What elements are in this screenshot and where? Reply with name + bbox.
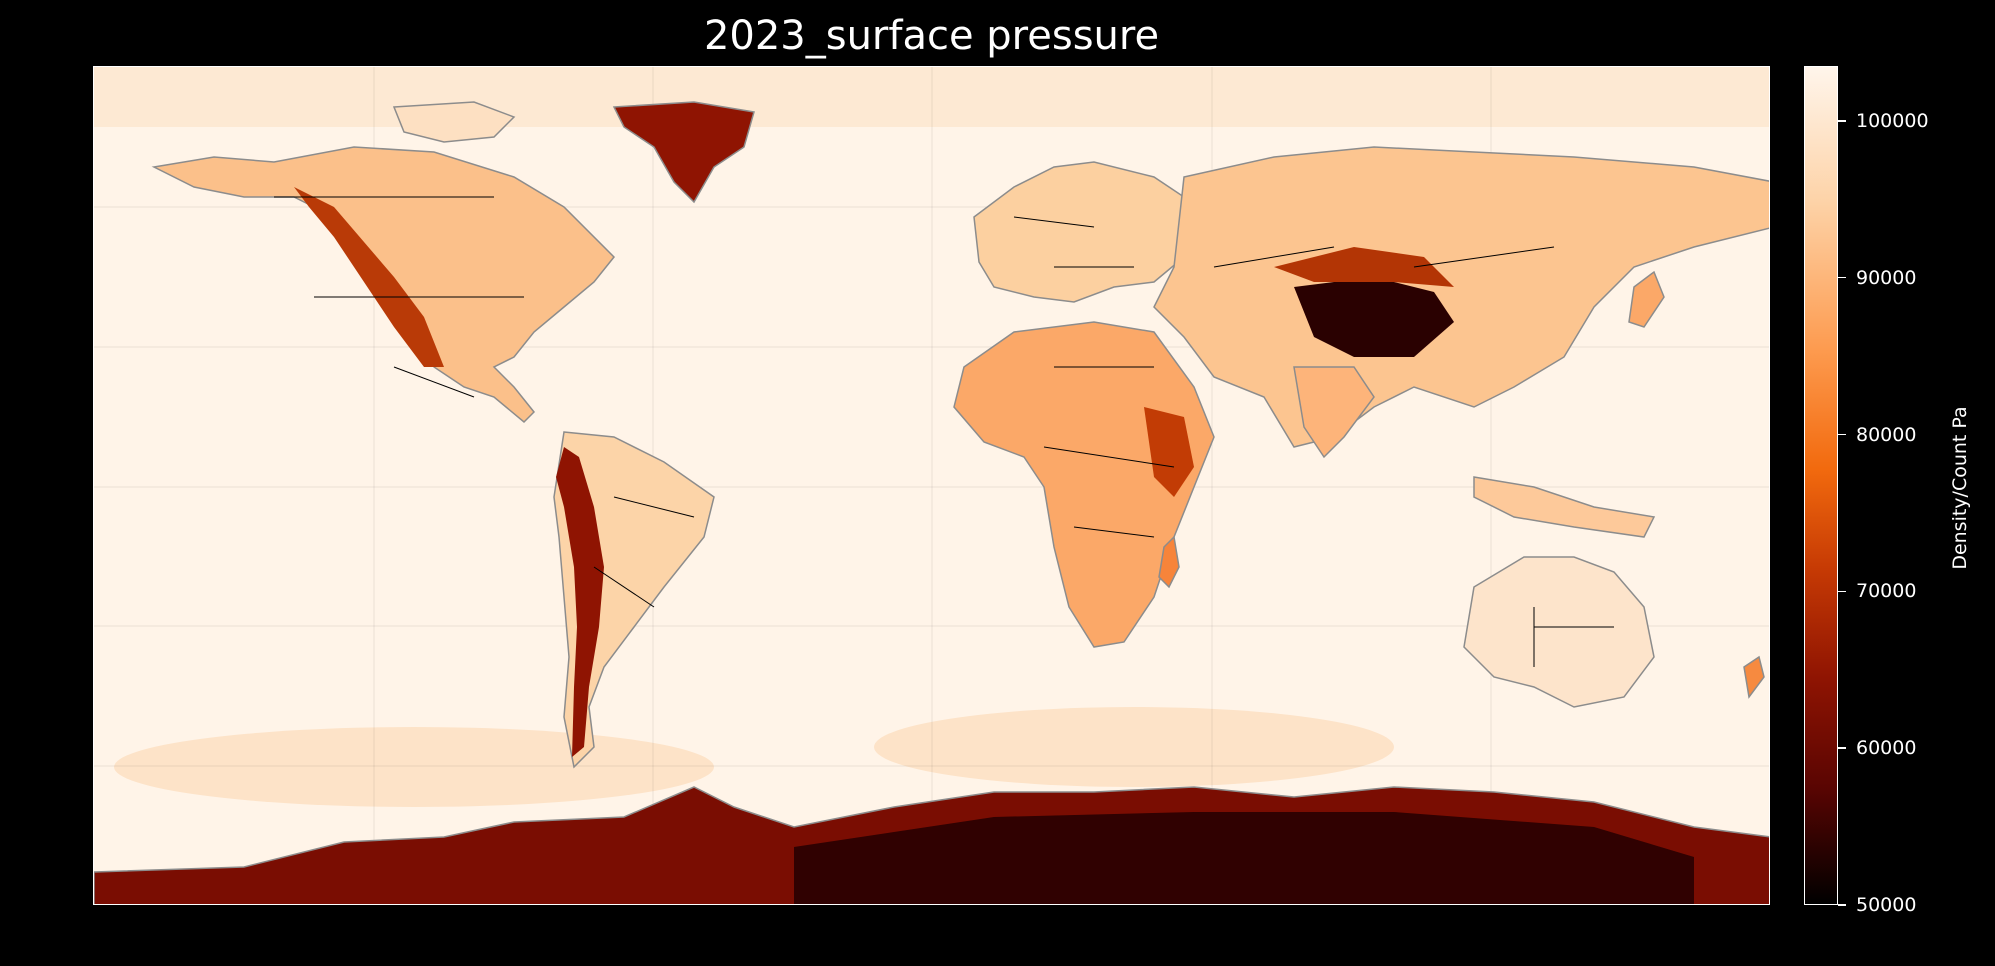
andes (556, 447, 604, 757)
map-canvas (94, 67, 1769, 904)
map-title: 2023_surface pressure (703, 13, 1160, 59)
southern-ocean-patch (874, 707, 1394, 787)
colorbar-tick-label: 70000 (1856, 580, 1917, 603)
rockies (294, 187, 444, 367)
country-borders (274, 196, 1614, 667)
greenland (612, 101, 755, 204)
tibetan-plateau (1294, 277, 1454, 357)
india (1293, 366, 1375, 459)
antarctic-plateau (794, 812, 1694, 904)
australia (1463, 556, 1655, 708)
colorbar-tick-label: 60000 (1856, 737, 1917, 760)
new-zealand (1743, 655, 1765, 699)
madagascar (1158, 535, 1180, 589)
colorbar-tick (1838, 904, 1846, 906)
sea-islands (1473, 476, 1656, 538)
east-africa-highlands (1144, 407, 1194, 497)
map-panel[interactable] (93, 66, 1770, 905)
continents (94, 101, 1769, 904)
colorbar-tick (1838, 433, 1846, 436)
colorbar-tick (1838, 590, 1846, 593)
colorbar-tick-label: 90000 (1856, 266, 1917, 289)
colorbar-tick (1838, 276, 1846, 279)
arctic-band (94, 67, 1769, 127)
arctic-islands (392, 101, 516, 143)
colorbar-tick (1838, 120, 1846, 122)
central-asia-highlands (1274, 247, 1454, 287)
southern-ocean-patch (114, 727, 714, 807)
colorbar-tick (1838, 747, 1846, 749)
japan (1628, 270, 1665, 328)
colorbar-tick-label: 100000 (1856, 109, 1929, 132)
colorbar-tick-label: 50000 (1856, 894, 1917, 916)
africa (953, 321, 1215, 648)
colorbar (1804, 66, 1838, 905)
colorbar-tick-label: 80000 (1856, 423, 1917, 446)
colorbar-label: Density/Count Pa (1949, 406, 1971, 570)
